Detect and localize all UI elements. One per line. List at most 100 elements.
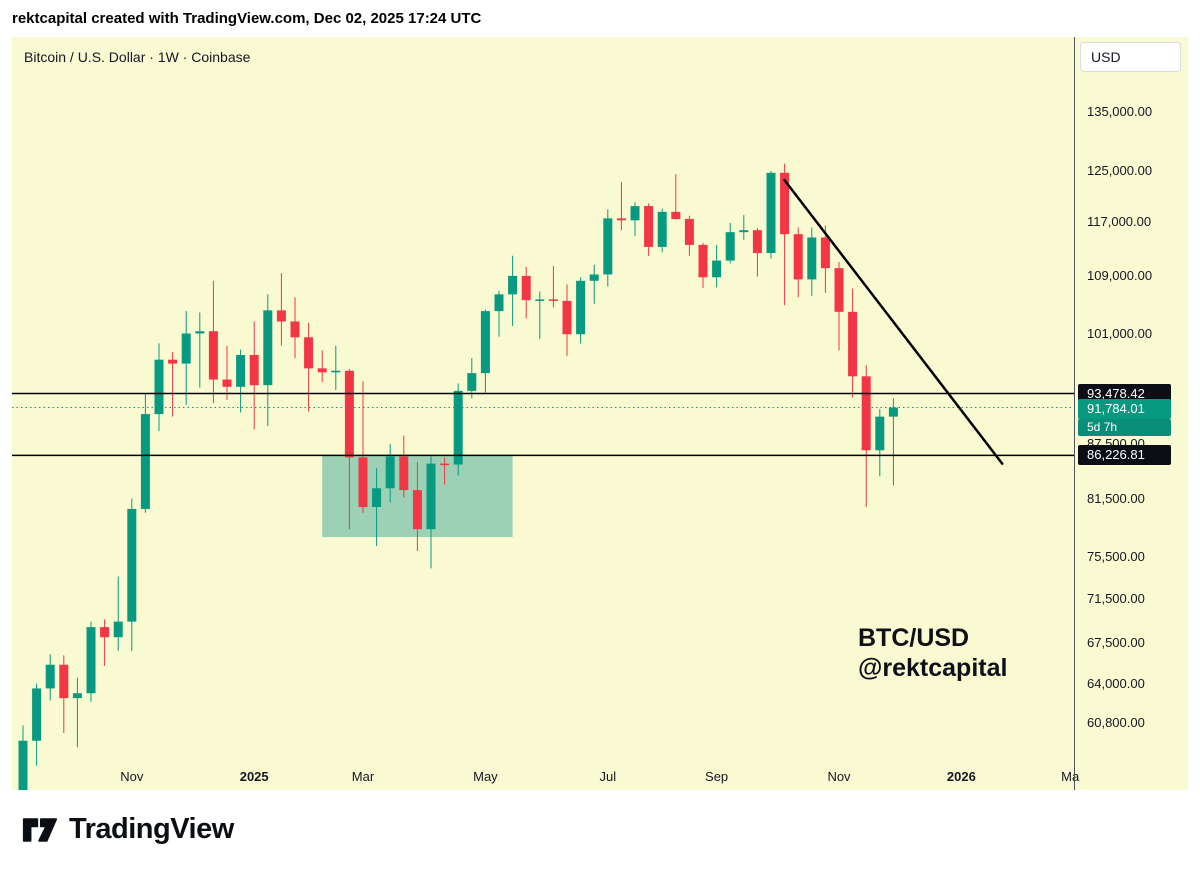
candle-body <box>576 280 586 335</box>
candle-body <box>236 354 246 387</box>
candle-body <box>426 463 436 530</box>
candle-body <box>140 414 150 509</box>
price-axis-label: 101,000.00 <box>1087 326 1153 342</box>
candle-body <box>684 219 694 245</box>
resistance-price-badge: 93,478.42 <box>1078 383 1171 404</box>
tradingview-wordmark[interactable]: TradingView <box>69 813 234 845</box>
tradingview-logo-icon[interactable] <box>22 815 58 845</box>
candle-body <box>548 299 558 301</box>
price-axis-label: 125,000.00 <box>1087 162 1153 178</box>
downtrend-line[interactable] <box>783 178 1004 465</box>
countdown-badge: 5d 7h <box>1078 418 1171 436</box>
candle-body <box>59 664 69 699</box>
candle-body <box>127 508 137 622</box>
candle-body <box>630 206 640 221</box>
time-axis-label: Sep <box>705 769 729 784</box>
time-axis-label: 2025 <box>239 769 269 784</box>
candle-body <box>752 230 762 254</box>
candle-body <box>508 275 518 295</box>
candle-body <box>698 244 708 278</box>
candle-body <box>249 354 259 386</box>
candle-body <box>168 359 178 364</box>
price-axis-label: 81,500.00 <box>1087 490 1145 506</box>
watermark-symbol: BTC/USD <box>858 624 970 652</box>
candle-body <box>290 321 300 338</box>
watermark-annotation: BTC/USD @rektcapital <box>858 623 1007 683</box>
candle-body <box>616 218 626 221</box>
candle-body <box>412 490 422 530</box>
candle-body <box>725 232 735 261</box>
time-axis-label: May <box>473 769 498 784</box>
candle-body <box>208 331 218 380</box>
candle-body <box>834 268 844 312</box>
candle-body <box>807 237 817 280</box>
candle-body <box>671 211 681 220</box>
candle-body <box>331 370 341 373</box>
candle-body <box>780 172 790 235</box>
candle-body <box>453 390 463 465</box>
candle-body <box>195 331 205 334</box>
candle-body <box>222 379 232 387</box>
chart-region[interactable]: Bitcoin / U.S. Dollar · 1W · Coinbase BT… <box>12 37 1188 790</box>
time-axis-label: Nov <box>120 769 144 784</box>
candle-body <box>861 376 871 451</box>
time-axis[interactable]: Nov 2025 Mar May Jul Sep Nov 2026 Ma <box>12 764 1079 790</box>
candle-body <box>181 333 191 364</box>
candle-body <box>480 311 490 374</box>
price-axis-label: 64,000.00 <box>1087 675 1145 691</box>
candle-body <box>18 740 28 790</box>
candle-body <box>848 311 858 377</box>
price-axis-label: 75,500.00 <box>1087 549 1145 565</box>
candle-body <box>657 211 667 247</box>
time-axis-label: Nov <box>827 769 851 784</box>
candle-body <box>372 488 382 508</box>
price-axis-label: 117,000.00 <box>1087 213 1152 229</box>
current-price-badge: 91,784.01 <box>1078 398 1171 419</box>
candle-body <box>820 237 830 269</box>
attribution-bar: rektcapital created with TradingView.com… <box>0 0 1200 37</box>
price-axis-label: 135,000.00 <box>1087 104 1153 120</box>
candle-body <box>589 274 599 281</box>
candlestick-svg[interactable] <box>12 37 1074 790</box>
candle-body <box>467 373 477 391</box>
price-axis-label: 60,800.00 <box>1087 714 1145 730</box>
attribution-text: rektcapital created with TradingView.com… <box>12 10 482 27</box>
candle-body <box>399 456 409 491</box>
symbol-title: Bitcoin / U.S. Dollar · 1W · Coinbase <box>24 49 251 65</box>
candle-body <box>739 230 749 233</box>
candle-body <box>385 456 395 489</box>
time-axis-label: 2026 <box>946 769 976 784</box>
candle-body <box>154 359 164 415</box>
candle-body <box>113 621 123 638</box>
price-axis[interactable]: USD 93,478.42 91,784.01 5d 7h 86,226.81 … <box>1074 37 1188 790</box>
currency-usd-button[interactable]: USD <box>1080 42 1181 72</box>
candle-body <box>644 206 654 247</box>
candle-body <box>276 310 286 322</box>
time-axis-label: Mar <box>351 769 375 784</box>
candle-body <box>317 368 327 373</box>
candle-body <box>793 234 803 280</box>
candle-body <box>344 370 354 458</box>
watermark-handle: @rektcapital <box>858 654 1008 682</box>
candle-body <box>72 693 82 699</box>
candle-body <box>521 275 531 301</box>
candle-body <box>358 457 368 508</box>
candle-body <box>100 627 110 638</box>
candle-body <box>888 407 898 417</box>
candle-body <box>875 416 885 451</box>
candle-body <box>603 218 613 275</box>
candle-body <box>45 664 55 689</box>
support-price-badge: 86,226.81 <box>1078 445 1171 466</box>
price-axis-label: 67,500.00 <box>1087 634 1145 650</box>
time-axis-label: Jul <box>599 769 617 784</box>
candle-body <box>86 627 96 694</box>
candle-body <box>494 294 504 312</box>
candle-body <box>712 260 722 278</box>
price-axis-label: 109,000.00 <box>1087 267 1153 283</box>
candle-body <box>32 688 42 741</box>
candle-body <box>304 337 314 369</box>
candle-body <box>766 172 776 254</box>
candle-body <box>562 300 572 335</box>
price-axis-label: 71,500.00 <box>1087 590 1145 606</box>
